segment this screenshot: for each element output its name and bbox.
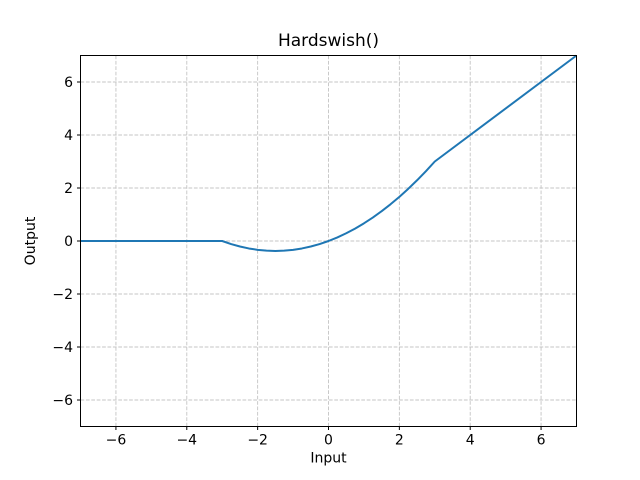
x-tick-label: 6 <box>537 433 546 449</box>
x-tick-label: −2 <box>247 433 268 449</box>
x-tick-label: −4 <box>176 433 197 449</box>
y-tick-label: 4 <box>64 128 73 144</box>
axis-ticks <box>77 81 542 430</box>
x-tick-label: 0 <box>324 433 333 449</box>
x-axis-label: Input <box>310 451 347 467</box>
y-tick-label: −6 <box>52 393 73 409</box>
curve-hardswish <box>80 54 578 252</box>
y-tick-label: −2 <box>52 287 73 303</box>
series-lines <box>80 54 578 252</box>
chart-title: Hardswish() <box>278 31 379 51</box>
x-tick-label: −6 <box>106 433 127 449</box>
y-tick-label: −4 <box>52 340 73 356</box>
y-tick-label: 6 <box>64 75 73 91</box>
y-axis-label: Output <box>23 216 39 265</box>
x-tick-label: 4 <box>466 433 475 449</box>
grid-lines <box>80 55 577 427</box>
y-tick-label: 0 <box>64 234 73 250</box>
y-tick-label: 2 <box>64 181 73 197</box>
tick-labels: −6 −4 −2 0 2 4 6 −6 −4 −2 0 2 4 6 <box>52 75 545 449</box>
x-tick-label: 2 <box>395 433 404 449</box>
